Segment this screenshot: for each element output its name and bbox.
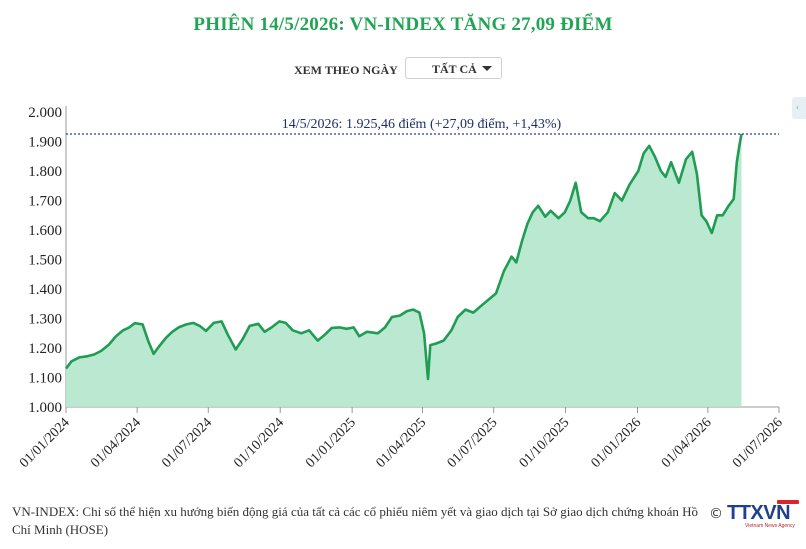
y-tick-label: 2.000 bbox=[28, 105, 62, 121]
chart-title: PHIÊN 14/5/2026: VN-INDEX TĂNG 27,09 ĐIỂ… bbox=[193, 14, 613, 35]
logo-flag bbox=[777, 500, 799, 504]
latest-value-annotation: 14/5/2026: 1.925,46 điểm (+27,09 điểm, +… bbox=[282, 117, 562, 132]
y-tick-label: 1.800 bbox=[28, 164, 62, 180]
copyright-icon: © bbox=[709, 506, 723, 522]
logo-tagline: Vietnam News Agency bbox=[745, 523, 795, 529]
chevron-left-icon: ‹ bbox=[796, 102, 799, 112]
y-tick-label: 1.000 bbox=[28, 400, 62, 416]
ttxvn-logo: © TTXVN Vietnam News Agency bbox=[709, 500, 801, 536]
x-tick-label: 01/01/2025 bbox=[303, 415, 359, 471]
y-tick-label: 1.700 bbox=[28, 194, 62, 210]
y-tick-label: 1.200 bbox=[28, 341, 62, 357]
logo-brand: TTXVN bbox=[727, 502, 791, 524]
y-tick-label: 1.500 bbox=[28, 253, 62, 269]
index-line bbox=[64, 133, 743, 381]
x-tick-label: 01/01/2026 bbox=[589, 415, 645, 471]
y-tick-label: 1.400 bbox=[28, 282, 62, 298]
date-filter: XEM THEO NGÀY TẤT CẢ bbox=[0, 57, 806, 83]
y-tick-label: 1.300 bbox=[28, 312, 62, 328]
x-tick-label: 01/04/2024 bbox=[88, 415, 144, 471]
side-scroll-tab[interactable]: ‹ bbox=[792, 97, 806, 119]
x-tick-label: 01/10/2025 bbox=[517, 415, 573, 471]
x-tick-label: 01/10/2024 bbox=[231, 415, 287, 471]
y-tick-label: 1.100 bbox=[28, 371, 62, 387]
y-tick-label: 1.900 bbox=[28, 135, 62, 151]
filter-label: XEM THEO NGÀY bbox=[294, 63, 398, 77]
footer-note: VN-INDEX: Chỉ số thể hiện xu hướng biến … bbox=[12, 504, 698, 537]
x-tick-label: 01/07/2026 bbox=[730, 415, 786, 471]
x-tick-label: 01/01/2024 bbox=[17, 415, 73, 471]
x-tick-label: 01/04/2026 bbox=[659, 415, 715, 471]
x-tick-label: 01/07/2024 bbox=[159, 415, 215, 471]
y-tick-label: 1.600 bbox=[28, 223, 62, 239]
date-range-dropdown[interactable]: TẤT CẢ bbox=[405, 57, 502, 79]
index-area bbox=[66, 134, 742, 407]
x-tick-label: 01/07/2025 bbox=[445, 415, 501, 471]
dropdown-value: TẤT CẢ bbox=[432, 62, 477, 76]
x-axis: 01/01/2024 01/04/2024 01/07/2024 01/10/2024… bbox=[17, 406, 786, 471]
chevron-down-icon bbox=[482, 66, 492, 71]
y-axis: 1.000 1.100 1.200 1.300 1.400 1.500 1.600 1.700… bbox=[28, 105, 67, 416]
x-tick-label: 01/04/2025 bbox=[374, 415, 430, 471]
vnindex-chart: 1.000 1.100 1.200 1.300 1.400 1.500 1.600 1.700… bbox=[17, 105, 786, 471]
